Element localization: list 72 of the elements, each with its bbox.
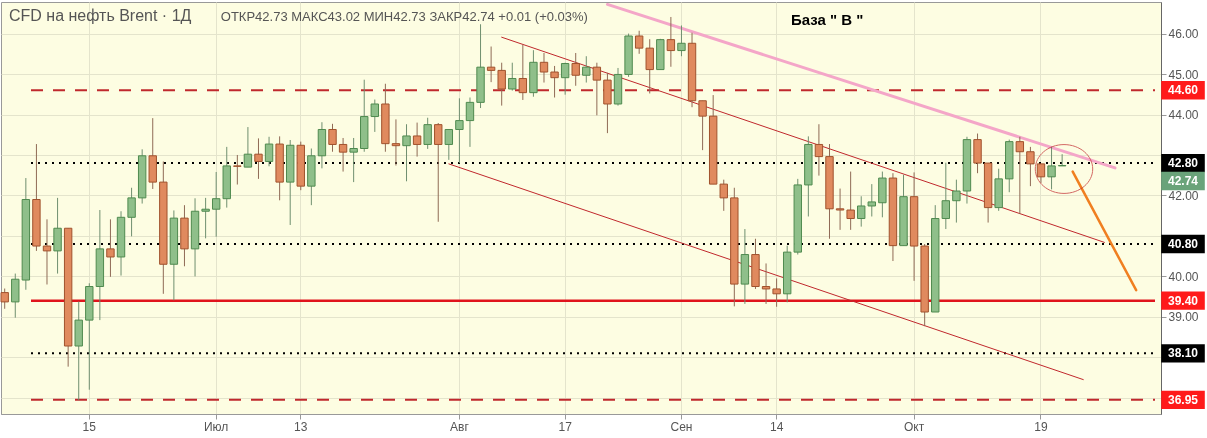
candlestick <box>677 24 686 57</box>
candlestick <box>846 171 855 231</box>
candlestick <box>1057 153 1067 167</box>
candlestick <box>455 97 464 164</box>
candlestick <box>973 133 982 174</box>
candlestick <box>560 62 570 96</box>
text: 42.74 <box>1167 174 1199 188</box>
ref-line-label: 40.80 <box>1167 237 1199 252</box>
x-tick-label: 19 <box>1034 419 1048 434</box>
x-tick-label: 13 <box>294 419 308 434</box>
candlestick <box>1047 146 1056 190</box>
candlestick <box>1026 146 1035 187</box>
candlestick <box>349 137 358 183</box>
candlestick <box>444 128 454 161</box>
ref-line-label: 42.80 <box>1167 156 1199 171</box>
x-tick-label: Авг <box>450 419 470 434</box>
candlestick <box>1015 136 1025 215</box>
candlestick <box>814 123 824 177</box>
candlestick <box>835 188 845 231</box>
candlestick <box>518 44 528 101</box>
y-tick-label: 45.00 <box>1168 67 1199 82</box>
candlestick <box>508 62 517 92</box>
candlestick <box>0 288 9 310</box>
ref-line-label: 38.10 <box>1167 346 1199 361</box>
ref-line-label: 36.95 <box>1167 392 1199 407</box>
candlestick <box>42 218 52 285</box>
candlestick <box>497 62 506 107</box>
x-tick-label: 17 <box>558 419 573 434</box>
candlestick <box>486 46 496 83</box>
y-tick-label: 42.00 <box>1168 188 1199 203</box>
annotation: База " В " <box>791 11 864 28</box>
candlestick <box>412 122 422 158</box>
x-tick-label: 14 <box>769 419 784 434</box>
candlestick <box>698 100 707 151</box>
candlestick <box>328 123 337 153</box>
y-tick-label: 46.00 <box>1168 27 1199 42</box>
candlestick <box>233 154 242 186</box>
chart-title: CFD на нефть Brent · 1Д <box>9 7 192 24</box>
candlestick <box>243 126 253 168</box>
candlestick <box>761 262 771 305</box>
candlestick <box>254 137 263 180</box>
candlestick <box>201 197 210 239</box>
candlestick <box>539 52 549 84</box>
candlestick <box>402 123 411 182</box>
candlestick <box>550 65 559 99</box>
candlestick <box>264 136 274 167</box>
candlestick <box>391 118 401 166</box>
ref-line-label: 44.60 <box>1167 83 1199 98</box>
candlestick <box>338 137 348 173</box>
candlestick <box>666 16 676 68</box>
text: ОТКР42.73 МАКС43.02 МИН42.73 ЗАКР42.74 +0.01 (+0.03%) <box>220 9 588 24</box>
candlestick <box>53 197 62 275</box>
x-tick-label: Июл <box>204 419 229 434</box>
candlestick <box>423 117 432 150</box>
ref-line-label: 39.40 <box>1167 293 1199 308</box>
x-tick-label: Окт <box>903 419 925 434</box>
y-tick-label: 40.00 <box>1168 269 1199 284</box>
y-tick-label: 39.00 <box>1168 310 1199 325</box>
y-tick-label: 44.00 <box>1168 108 1199 123</box>
candlestick <box>127 187 136 237</box>
candlestick <box>603 72 612 134</box>
candlestick <box>434 122 443 223</box>
candlestick <box>582 55 591 84</box>
x-tick-label: Сен <box>670 419 693 434</box>
candlestick <box>106 218 115 278</box>
candlestick <box>772 277 781 308</box>
candlestick <box>571 52 580 87</box>
x-tick-label: 15 <box>82 419 97 434</box>
candlestick <box>465 97 475 148</box>
candlestick <box>952 179 961 224</box>
candlestick <box>592 62 602 116</box>
candlestick <box>1036 163 1046 184</box>
